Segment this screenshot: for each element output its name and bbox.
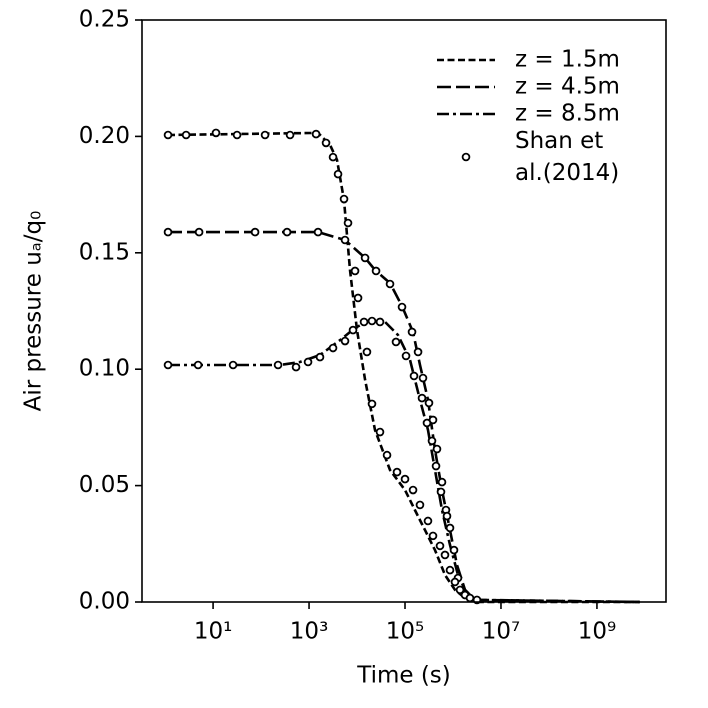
data-point [362,347,372,357]
data-point [417,393,427,403]
data-point [422,418,432,428]
data-point [303,357,313,367]
data-point [311,129,321,139]
data-line [168,230,640,604]
y-axis-label: Air pressure uₐ/q₀ [21,211,47,412]
y-tick-label: 0.00 [79,589,130,615]
data-point [427,436,437,446]
y-tick-label: 0.20 [79,123,130,149]
data-point [385,279,395,289]
data-point [343,218,353,228]
data-point [291,362,301,372]
data-line [168,318,640,604]
data-point [413,347,423,357]
legend-marker [461,152,471,162]
x-tick-label: 10⁵ [386,619,425,645]
data-point [435,541,445,551]
data-point [437,477,447,487]
data-point [415,500,425,510]
legend-label: z = 1.5m [515,47,620,73]
data-point [409,371,419,381]
data-point [194,227,204,237]
data-point [423,516,433,526]
data-point [360,253,370,263]
data-point [228,360,238,370]
data-point [250,227,260,237]
data-point [455,585,465,595]
data-point [445,523,455,533]
data-point [328,343,338,353]
data-point [392,467,402,477]
data-point [333,169,343,179]
x-tick-label: 10⁹ [578,619,617,645]
data-point [375,317,385,327]
data-point [339,194,349,204]
y-tick-label: 0.25 [79,7,130,33]
data-point [193,360,203,370]
legend-label: z = 4.5m [515,74,620,100]
data-point [163,360,173,370]
data-point [382,450,392,460]
data-point [424,398,434,408]
data-point [431,461,441,471]
data-point [282,227,292,237]
data-point [340,235,350,245]
data-point [375,427,385,437]
data-point [440,550,450,560]
data-point [163,227,173,237]
data-point [181,130,191,140]
x-axis-label: Time (s) [356,663,451,689]
data-point [397,302,407,312]
data-point [449,545,459,555]
x-tick-label: 10⁷ [482,619,521,645]
data-point [211,128,221,138]
legend-label: Shan et al.(2014) [515,128,619,186]
data-point [465,593,475,603]
x-tick-label: 10¹ [194,619,233,645]
data-point [232,130,242,140]
data-point [313,227,323,237]
y-tick-label: 0.10 [79,356,130,382]
data-point [163,130,173,140]
data-point [418,373,428,383]
data-point [260,130,270,140]
data-point [348,325,358,335]
plot-frame [141,19,667,603]
data-point [371,266,381,276]
data-point [401,351,411,361]
data-point [353,293,363,303]
data-point [328,152,338,162]
data-point [391,337,401,347]
y-tick-label: 0.15 [79,239,130,265]
data-point [450,577,460,587]
data-point [445,565,455,575]
x-tick-label: 10³ [290,619,329,645]
data-point [340,336,350,346]
data-point [432,444,442,454]
y-tick-label: 0.05 [79,472,130,498]
data-point [350,266,360,276]
data-point [428,531,438,541]
data-point [315,352,325,362]
data-point [408,485,418,495]
data-point [436,487,446,497]
data-point [359,317,369,327]
data-point [407,327,417,337]
data-point [367,399,377,409]
legend-label: z = 8.5m [515,101,620,127]
data-line [167,131,640,604]
data-point [321,138,331,148]
data-point [400,474,410,484]
data-point [367,316,377,326]
data-point [273,360,283,370]
data-point [442,511,452,521]
data-point [285,130,295,140]
